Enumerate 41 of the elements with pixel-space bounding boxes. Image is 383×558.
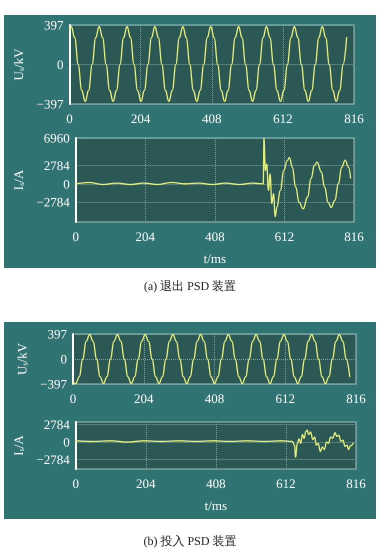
y-tick-label: −2784 [36, 194, 70, 210]
y-tick-label: 0 [63, 176, 70, 192]
x-axis-title: t/ms [204, 251, 226, 266]
line-series [68, 26, 348, 102]
line-series [75, 429, 354, 458]
y-tick-label: 2784 [44, 417, 70, 432]
x-tick-label: 612 [274, 229, 294, 244]
y-tick-label: −397 [40, 376, 68, 392]
x-tick-label: 408 [205, 229, 225, 244]
x-tick-label: 612 [276, 476, 296, 491]
y-tick-label: −397 [36, 96, 64, 112]
y-tick-label: 2784 [44, 158, 70, 173]
y-axis-title: Is/A [11, 434, 26, 456]
x-tick-label: 816 [346, 476, 366, 491]
x-tick-label: 612 [273, 111, 293, 126]
line-series [72, 334, 350, 384]
y-tick-label: 0 [57, 57, 64, 72]
x-tick-label: 408 [206, 476, 226, 491]
y-tick-label: 0 [60, 352, 67, 366]
x-tick-label: 204 [136, 229, 156, 244]
y-tick-label: 6960 [44, 130, 70, 146]
x-tick-label: 816 [344, 229, 364, 244]
line-series [75, 137, 352, 218]
x-tick-label: 204 [134, 391, 154, 406]
x-tick-label: 816 [346, 391, 366, 406]
x-tick-label: 612 [276, 391, 295, 406]
x-tick-label: 204 [136, 476, 156, 491]
y-tick-label: 397 [44, 18, 64, 32]
y-axis-title: Us/kV [11, 48, 26, 80]
x-axis-title: t/ms [204, 498, 228, 513]
y-axis-title: Is/A [11, 169, 26, 190]
x-tick-label: 204 [130, 111, 151, 126]
y-axis-title: Us/kV [14, 342, 30, 375]
y-tick-label: 0 [63, 434, 70, 450]
text: (b) 投入 PSD 装置 [143, 534, 237, 548]
y-tick-label: −2784 [36, 452, 70, 467]
x-tick-label: 408 [202, 111, 222, 126]
x-tick-label: 816 [344, 111, 364, 126]
text: (a) 退出 PSD 装置 [144, 279, 236, 293]
x-tick-label: 408 [204, 391, 224, 406]
y-tick-label: 397 [48, 326, 68, 342]
